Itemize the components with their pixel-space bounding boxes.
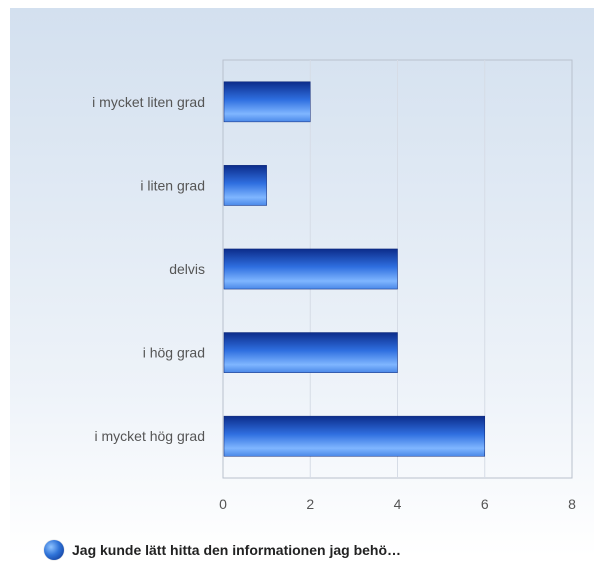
x-tick-label: 2 [306, 496, 314, 512]
category-label: i hög grad [143, 345, 205, 361]
bar [223, 81, 311, 123]
x-tick-label: 6 [481, 496, 489, 512]
x-tick-label: 0 [219, 496, 227, 512]
category-label: i liten grad [140, 177, 205, 193]
bar [223, 415, 485, 457]
legend-label: Jag kunde lätt hitta den informationen j… [72, 542, 402, 558]
x-tick-labels: 0 2 4 6 8 [219, 496, 576, 512]
bar [223, 165, 267, 206]
legend: Jag kunde lätt hitta den informationen j… [44, 539, 401, 561]
bar [223, 332, 398, 373]
bars [223, 81, 485, 457]
category-label: i mycket hög grad [95, 428, 206, 444]
category-label: i mycket liten grad [92, 94, 205, 110]
category-label: delvis [169, 261, 205, 277]
category-labels: i mycket liten grad i liten grad delvis i h… [92, 94, 205, 444]
legend-swatch-icon [44, 540, 64, 560]
bar [223, 248, 398, 290]
x-tick-label: 8 [568, 496, 576, 512]
x-tick-label: 4 [394, 496, 402, 512]
